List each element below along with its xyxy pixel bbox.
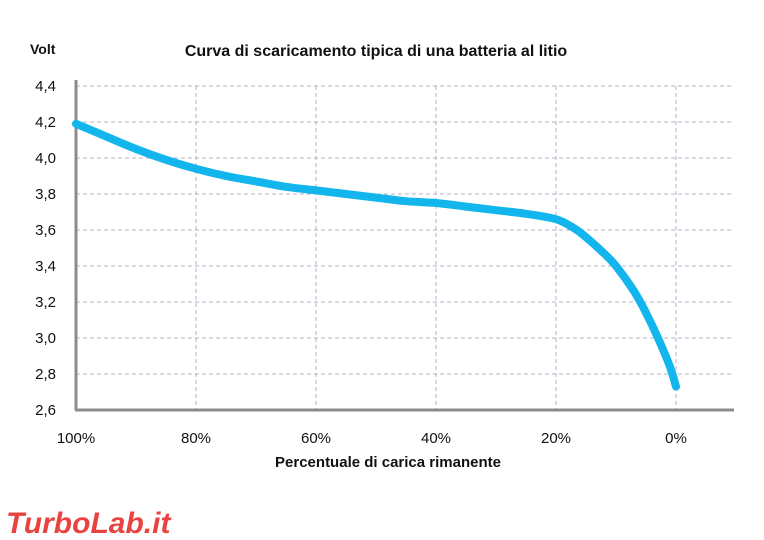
watermark-turbo: Turbo (6, 507, 90, 540)
x-tick-label: 60% (301, 430, 331, 447)
watermark-logo: TurboLab.it (6, 507, 172, 540)
y-tick-label: 2,8 (35, 366, 56, 383)
y-axis-label: Volt (30, 41, 56, 57)
chart-title: Curva di scaricamento tipica di una batt… (185, 43, 568, 60)
y-tick-label: 4,4 (35, 78, 56, 95)
axes (74, 80, 734, 412)
x-tick-label: 100% (57, 430, 95, 447)
y-tick-label: 3,8 (35, 186, 56, 203)
watermark-lab: Lab.it (90, 507, 172, 540)
svg-text:TurboLab.it: TurboLab.it (6, 507, 172, 540)
y-tick-label: 3,0 (35, 330, 56, 347)
x-tick-label: 0% (665, 430, 687, 447)
series-line (72, 119, 680, 391)
series-layer (72, 119, 680, 391)
y-tick-label: 3,6 (35, 222, 56, 239)
x-axis-label: Percentuale di carica rimanente (275, 454, 501, 471)
grid (76, 85, 734, 410)
y-tick-label: 4,0 (35, 150, 56, 167)
x-tick-label: 80% (181, 430, 211, 447)
y-tick-label: 2,6 (35, 402, 56, 419)
y-tick-labels: 2,6 2,8 3,0 3,2 3,4 3,6 3,8 4,0 4,2 4,4 (35, 78, 56, 419)
y-tick-label: 3,4 (35, 258, 56, 275)
x-tick-label: 20% (541, 430, 571, 447)
y-tick-label: 4,2 (35, 114, 56, 131)
x-tick-label: 40% (421, 430, 451, 447)
x-tick-labels: 100% 80% 60% 40% 20% 0% (57, 430, 687, 447)
y-tick-label: 3,2 (35, 294, 56, 311)
